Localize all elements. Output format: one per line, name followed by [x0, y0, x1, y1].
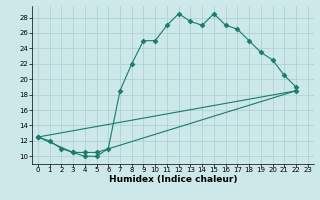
X-axis label: Humidex (Indice chaleur): Humidex (Indice chaleur): [108, 175, 237, 184]
